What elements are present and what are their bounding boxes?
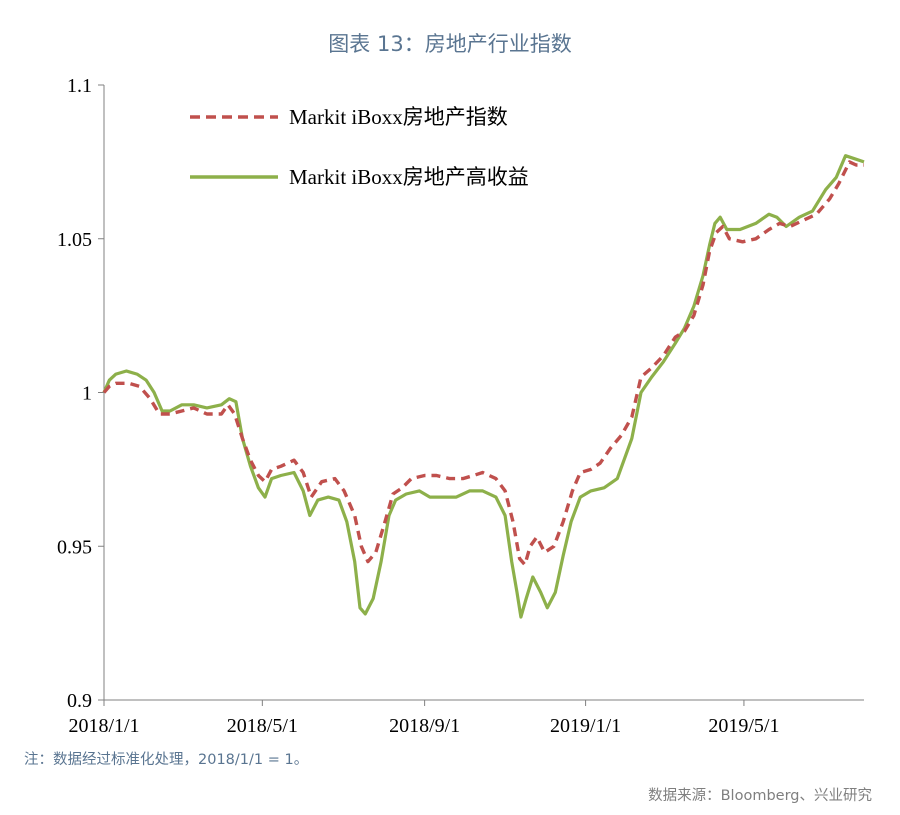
legend-label: Markit iBoxx房地产指数	[289, 105, 508, 129]
y-tick-label: 0.9	[67, 690, 92, 712]
axes: 0.9 0.95 1 1.05 1.1 2018/1/1 2018/5/1 2018/9/1 2…	[57, 75, 864, 737]
x-tick-label: 2019/1/1	[550, 715, 621, 737]
y-tick-label: 1	[82, 383, 92, 405]
y-tick-label: 0.95	[57, 536, 92, 558]
x-tick-label: 2018/1/1	[68, 715, 139, 737]
x-tick-label: 2018/9/1	[389, 715, 460, 737]
legend: Markit iBoxx房地产指数 Markit iBoxx房地产高收益	[190, 105, 529, 189]
legend-label: Markit iBoxx房地产高收益	[289, 165, 529, 189]
y-tick-label: 1.05	[57, 229, 92, 251]
x-tick-label: 2018/5/1	[227, 715, 298, 737]
x-tick-label: 2019/5/1	[708, 715, 779, 737]
footnote: 注：数据经过标准化处理，2018/1/1 = 1。	[24, 752, 309, 768]
series-line-high-yield	[102, 154, 865, 619]
chart-title: 图表 13：房地产行业指数	[328, 32, 572, 56]
y-tick-label: 1.1	[67, 75, 92, 97]
source-note: 数据来源：Bloomberg、兴业研究	[648, 788, 872, 804]
series-layer	[102, 154, 865, 619]
series-line-index	[102, 160, 864, 567]
